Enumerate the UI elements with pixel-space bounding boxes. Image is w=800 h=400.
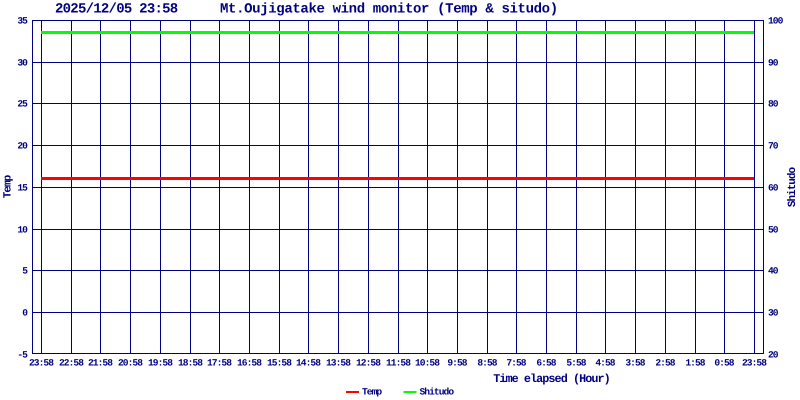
svg-text:0:58: 0:58 <box>714 358 734 369</box>
svg-text:10: 10 <box>17 225 28 236</box>
svg-text:80: 80 <box>768 99 779 110</box>
svg-text:50: 50 <box>768 225 779 236</box>
svg-text:30: 30 <box>768 308 779 319</box>
svg-text:-5: -5 <box>17 349 28 360</box>
svg-text:16:58: 16:58 <box>237 358 262 369</box>
svg-text:7:58: 7:58 <box>506 358 526 369</box>
svg-text:3:58: 3:58 <box>625 358 645 369</box>
svg-text:15:58: 15:58 <box>267 358 292 369</box>
svg-text:19:58: 19:58 <box>148 358 173 369</box>
svg-text:20:58: 20:58 <box>118 358 143 369</box>
svg-text:Temp: Temp <box>362 386 382 397</box>
svg-text:17:58: 17:58 <box>207 358 232 369</box>
svg-text:12:58: 12:58 <box>356 358 381 369</box>
svg-text:13:58: 13:58 <box>326 358 351 369</box>
svg-text:0: 0 <box>22 308 28 319</box>
svg-text:9:58: 9:58 <box>447 358 467 369</box>
svg-text:4:58: 4:58 <box>595 358 615 369</box>
svg-text:Shitudo: Shitudo <box>787 167 799 208</box>
svg-text:6:58: 6:58 <box>536 358 556 369</box>
svg-text:5: 5 <box>22 266 28 277</box>
svg-text:25: 25 <box>17 99 28 110</box>
svg-text:90: 90 <box>768 58 779 69</box>
svg-text:2:58: 2:58 <box>655 358 675 369</box>
svg-text:5:58: 5:58 <box>566 358 586 369</box>
svg-text:20: 20 <box>768 349 779 360</box>
svg-text:14:58: 14:58 <box>296 358 321 369</box>
svg-text:Shitudo: Shitudo <box>420 387 455 398</box>
svg-text:23:58: 23:58 <box>742 358 767 369</box>
svg-text:18:58: 18:58 <box>178 358 203 369</box>
svg-text:60: 60 <box>768 183 779 194</box>
svg-text:1:58: 1:58 <box>685 358 705 369</box>
svg-text:Temp: Temp <box>3 174 15 198</box>
svg-text:Time elapsed (Hour): Time elapsed (Hour) <box>493 372 609 386</box>
svg-text:70: 70 <box>768 141 779 152</box>
svg-text:20: 20 <box>17 141 28 152</box>
svg-text:30: 30 <box>17 58 28 69</box>
svg-text:100: 100 <box>768 16 784 27</box>
svg-text:21:58: 21:58 <box>88 358 113 369</box>
svg-text:22:58: 22:58 <box>59 358 84 369</box>
svg-text:40: 40 <box>768 266 779 277</box>
svg-text:10:58: 10:58 <box>415 358 440 369</box>
svg-text:11:58: 11:58 <box>386 358 411 369</box>
svg-text:Mt.Oujigatake wind monitor (Te: Mt.Oujigatake wind monitor (Temp & situd… <box>220 2 558 18</box>
svg-text:15: 15 <box>17 183 28 194</box>
svg-text:35: 35 <box>17 16 28 27</box>
svg-text:2025/12/05 23:58: 2025/12/05 23:58 <box>55 2 178 18</box>
svg-text:23:58: 23:58 <box>29 358 54 369</box>
svg-text:8:58: 8:58 <box>477 358 497 369</box>
